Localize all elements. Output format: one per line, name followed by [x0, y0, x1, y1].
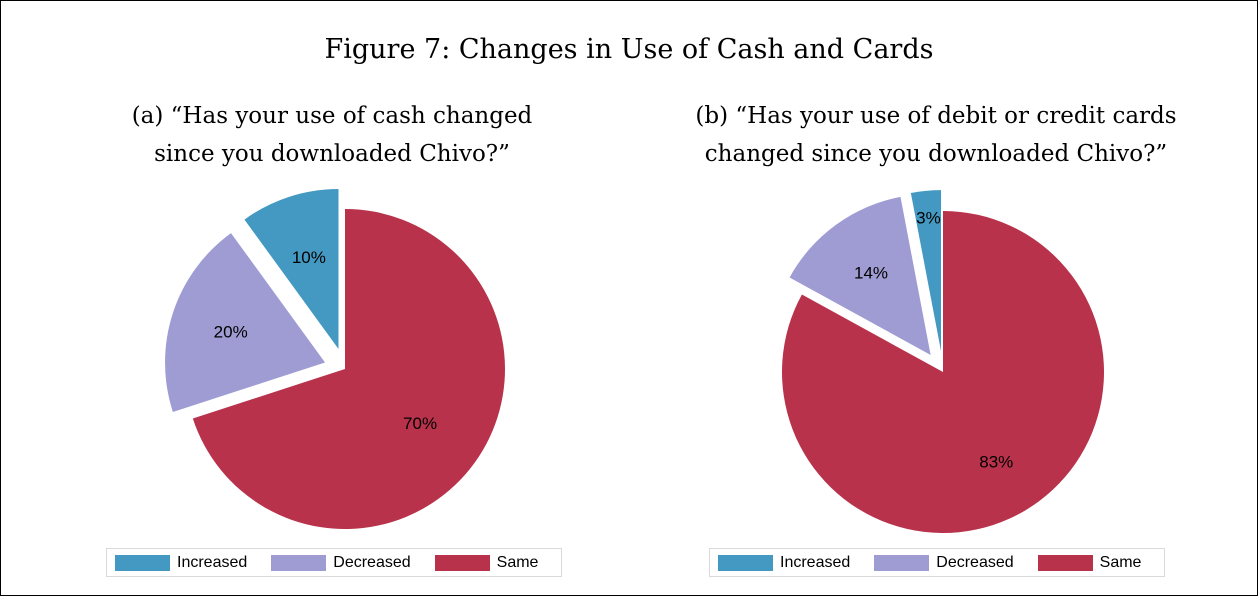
- pie-data-label-same: 83%: [979, 453, 1013, 472]
- legend-swatch-same: [434, 554, 490, 571]
- pie-slice-decreased: [789, 196, 931, 356]
- pie-data-label-increased: 10%: [292, 248, 326, 267]
- pie-data-label-decreased: 20%: [214, 322, 248, 341]
- pie-slice-increased: [244, 189, 339, 350]
- pie-b-subtitle: (b) “Has your use of debit or credit car…: [656, 97, 1216, 173]
- legend-label-decreased: Decreased: [333, 553, 411, 571]
- pie-b-legend: Increased Decreased Same: [709, 548, 1165, 577]
- pie-slice-same: [782, 211, 1105, 534]
- legend-swatch-increased: [718, 554, 773, 571]
- legend-item-same: Same: [434, 553, 539, 572]
- pie-b-subtitle-line-2: changed since you downloaded Chivo?”: [704, 141, 1168, 167]
- legend-item-increased: Increased: [718, 554, 850, 572]
- legend-swatch-increased: [115, 554, 170, 571]
- legend-item-same: Same: [1037, 553, 1142, 572]
- pie-b-subtitle-line-1: (b) “Has your use of debit or credit car…: [695, 103, 1177, 129]
- pie-slice-decreased: [165, 233, 326, 412]
- pie-b: 3% 14% 83%: [782, 190, 1105, 534]
- legend-label-increased: Increased: [780, 553, 851, 571]
- legend-label-same: Same: [1099, 553, 1142, 571]
- legend-item-decreased: Decreased: [874, 553, 1014, 572]
- legend-item-decreased: Decreased: [271, 553, 411, 572]
- pie-a: 10% 20% 70%: [165, 189, 505, 529]
- legend-swatch-same: [1037, 554, 1093, 571]
- pie-a-legend: Increased Decreased Same: [106, 548, 562, 577]
- pie-data-label-increased: 3%: [916, 209, 941, 228]
- pie-data-label-same: 70%: [403, 414, 437, 433]
- pie-slice-same: [192, 209, 505, 529]
- legend-label-increased: Increased: [177, 553, 248, 571]
- legend-item-increased: Increased: [115, 554, 247, 572]
- pie-slice-increased: [910, 190, 942, 352]
- legend-label-same: Same: [496, 553, 539, 571]
- legend-swatch-decreased: [271, 554, 327, 571]
- figure-title: Figure 7: Changes in Use of Cash and Car…: [324, 34, 934, 65]
- pie-data-label-decreased: 14%: [854, 263, 888, 282]
- legend-swatch-decreased: [874, 554, 930, 571]
- pie-a-subtitle-line-2: since you downloaded Chivo?”: [154, 141, 510, 167]
- pie-a-subtitle: (a) “Has your use of cash changed since …: [52, 97, 612, 173]
- pie-a-subtitle-line-1: (a) “Has your use of cash changed: [131, 103, 533, 129]
- legend-label-decreased: Decreased: [936, 553, 1014, 571]
